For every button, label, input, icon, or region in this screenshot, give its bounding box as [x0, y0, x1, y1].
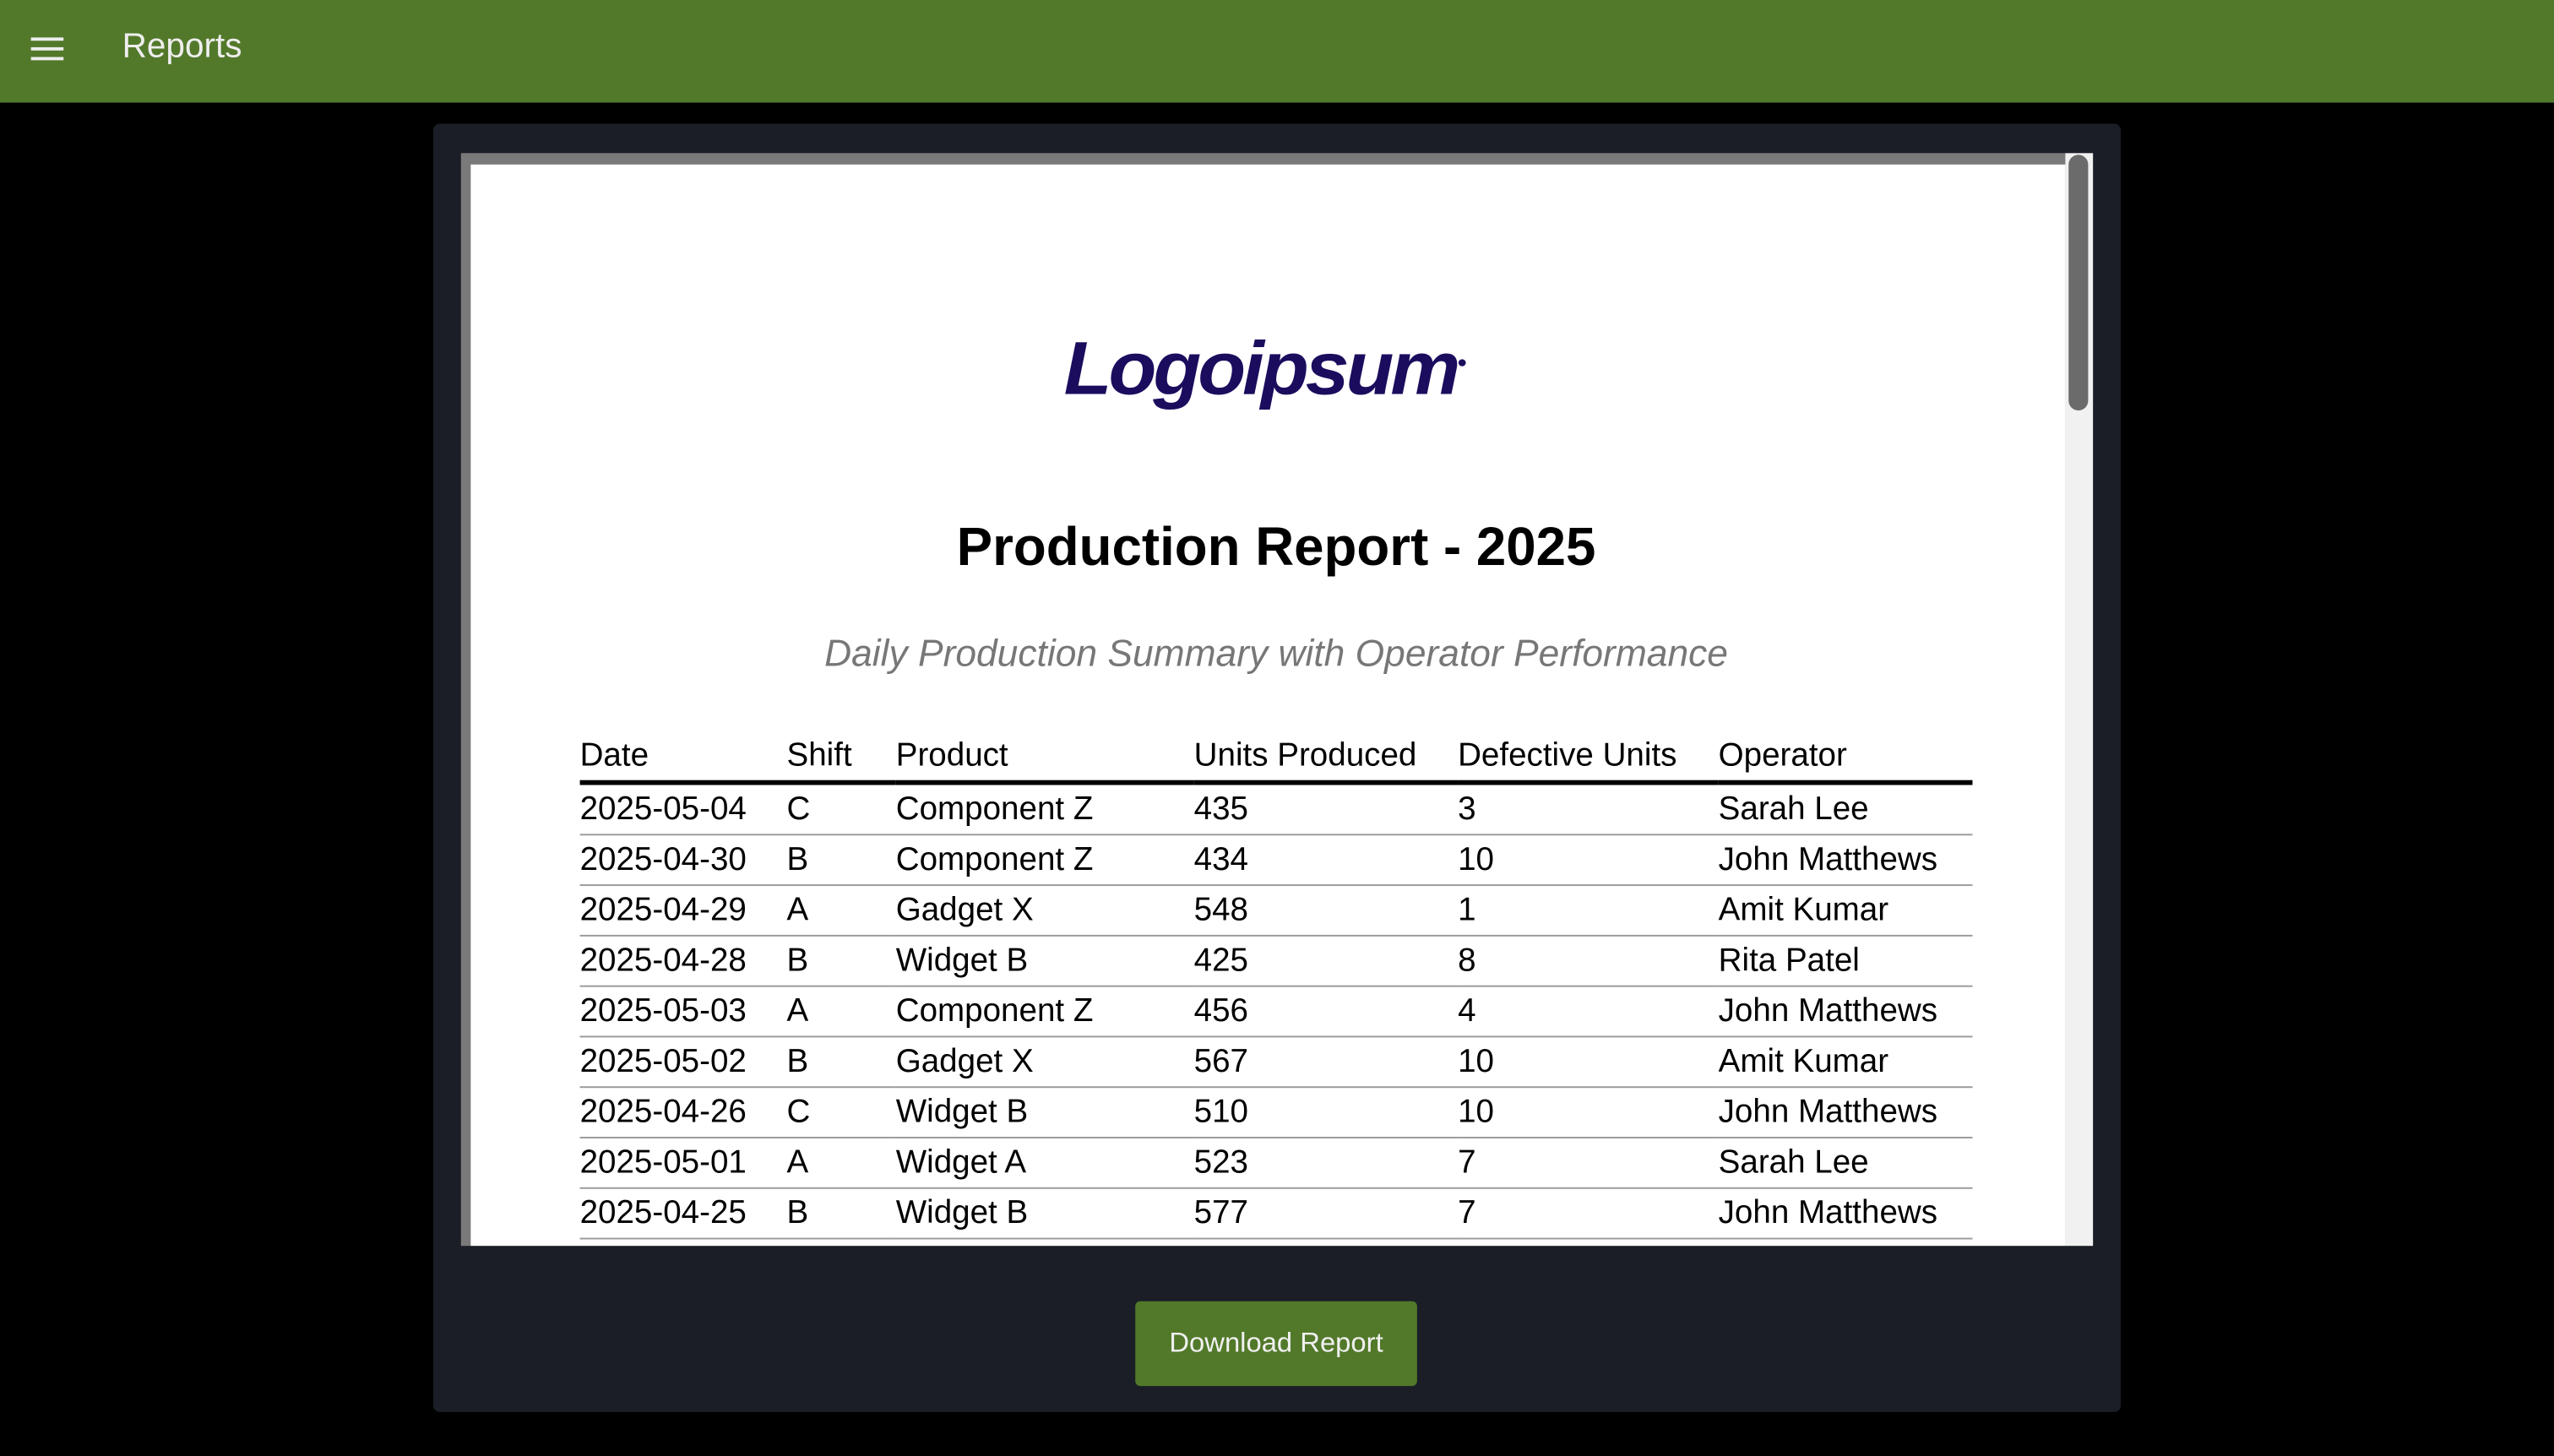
table-cell: Amit Kumar — [1718, 885, 1973, 937]
table-cell: 2025-04-29 — [579, 885, 787, 937]
column-header: Product — [895, 731, 1194, 785]
report-preview-frame: Logoipsum● Production Report - 2025 Dail… — [460, 153, 2094, 1247]
column-header: Defective Units — [1458, 731, 1719, 785]
table-cell: 434 — [1193, 834, 1459, 887]
table-row: 2025-04-26 C Widget B 510 10 John Matthews — [579, 1087, 1973, 1138]
table-row: 2025-05-02 B Gadget X 567 10 Amit Kumar — [579, 1036, 1973, 1089]
table-row: 2025-04-25 B Widget B 577 7 John Matthews — [579, 1187, 1973, 1240]
table-cell: 2025-04-26 — [579, 1087, 787, 1138]
table-cell: 1 — [1458, 885, 1719, 937]
table-cell: 456 — [1193, 986, 1459, 1038]
table-cell: John Matthews — [1718, 1187, 1973, 1240]
table-row: 2025-05-03 A Component Z 456 4 John Matthews — [579, 986, 1973, 1038]
table-cell: 10 — [1458, 834, 1719, 887]
table-cell: 523 — [1193, 1137, 1459, 1189]
table-cell: 2025-05-01 — [579, 1137, 787, 1189]
table-cell: 567 — [1193, 1036, 1459, 1089]
table-cell: B — [786, 935, 896, 987]
table-row: 2025-05-04 C Component Z 435 3 Sarah Lee — [579, 782, 1973, 836]
table-row: 2025-04-29 A Gadget X 548 1 Amit Kumar — [579, 885, 1973, 937]
table-cell: Widget A — [895, 1137, 1194, 1189]
column-header: Shift — [786, 731, 896, 785]
table-row: 2025-05-01 A Widget A 523 7 Sarah Lee — [579, 1137, 1973, 1189]
table-cell: 510 — [1193, 1087, 1459, 1138]
table-cell: Widget B — [895, 1187, 1194, 1240]
table-cell: Rita Patel — [1718, 935, 1973, 987]
table-cell: 7 — [1458, 1137, 1719, 1189]
table-cell: C — [786, 1087, 896, 1138]
table-cell: John Matthews — [1718, 986, 1973, 1038]
table-cell: John Matthews — [1718, 834, 1973, 887]
table-row: 2025-04-28 B Widget B 425 8 Rita Patel — [579, 935, 1973, 987]
table-cell: 2025-05-03 — [579, 986, 787, 1038]
production-table: Date Shift Product Units Produced Defective … — [579, 731, 1973, 1240]
table-cell: Gadget X — [895, 1036, 1194, 1089]
report-panel: Logoipsum● Production Report - 2025 Dail… — [432, 123, 2121, 1412]
table-cell: Component Z — [895, 834, 1194, 887]
table-cell: Component Z — [895, 782, 1194, 836]
table-cell: Sarah Lee — [1718, 782, 1973, 836]
table-cell: Widget B — [895, 1087, 1194, 1138]
table-cell: Amit Kumar — [1718, 1036, 1973, 1089]
table-cell: Widget B — [895, 935, 1194, 987]
column-header: Operator — [1718, 731, 1973, 785]
table-cell: 425 — [1193, 935, 1459, 987]
table-cell: 10 — [1458, 1036, 1719, 1089]
table-cell: B — [786, 1187, 896, 1240]
report-title: Production Report - 2025 — [956, 516, 1596, 577]
table-cell: 548 — [1193, 885, 1459, 937]
table-cell: 7 — [1458, 1187, 1719, 1240]
app-header: Reports — [0, 0, 2554, 103]
table-cell: John Matthews — [1718, 1087, 1973, 1138]
table-cell: Gadget X — [895, 885, 1194, 937]
company-logo: Logoipsum● — [1063, 325, 1468, 410]
column-header: Units Produced — [1193, 731, 1459, 785]
table-cell: 2025-04-28 — [579, 935, 787, 987]
table-cell: 3 — [1458, 782, 1719, 836]
page-title: Reports — [122, 27, 242, 66]
table-row: 2025-04-30 B Component Z 434 10 John Matthews — [579, 834, 1973, 887]
table-cell: B — [786, 834, 896, 887]
table-cell: A — [786, 986, 896, 1038]
report-subtitle: Daily Production Summary with Operator P… — [824, 632, 1728, 675]
hamburger-menu-icon[interactable] — [30, 37, 64, 63]
table-cell: 2025-04-30 — [579, 834, 787, 887]
table-cell: Component Z — [895, 986, 1194, 1038]
table-cell: 435 — [1193, 782, 1459, 836]
report-document: Logoipsum● Production Report - 2025 Dail… — [470, 164, 2066, 1247]
table-cell: 8 — [1458, 935, 1719, 987]
download-report-button[interactable]: Download Report — [1135, 1301, 1417, 1387]
table-cell: 2025-04-25 — [579, 1187, 787, 1240]
table-cell: A — [786, 1137, 896, 1189]
column-header: Date — [579, 731, 787, 785]
table-cell: C — [786, 782, 896, 836]
table-cell: B — [786, 1036, 896, 1089]
table-cell: 4 — [1458, 986, 1719, 1038]
table-cell: A — [786, 885, 896, 937]
table-cell: Sarah Lee — [1718, 1137, 1973, 1189]
table-cell: 2025-05-02 — [579, 1036, 787, 1089]
table-cell: 2025-05-04 — [579, 782, 787, 836]
table-header-row: Date Shift Product Units Produced Defective … — [579, 731, 1973, 785]
scrollbar-thumb[interactable] — [2068, 155, 2089, 410]
table-cell: 577 — [1193, 1187, 1459, 1240]
table-cell: 10 — [1458, 1087, 1719, 1138]
